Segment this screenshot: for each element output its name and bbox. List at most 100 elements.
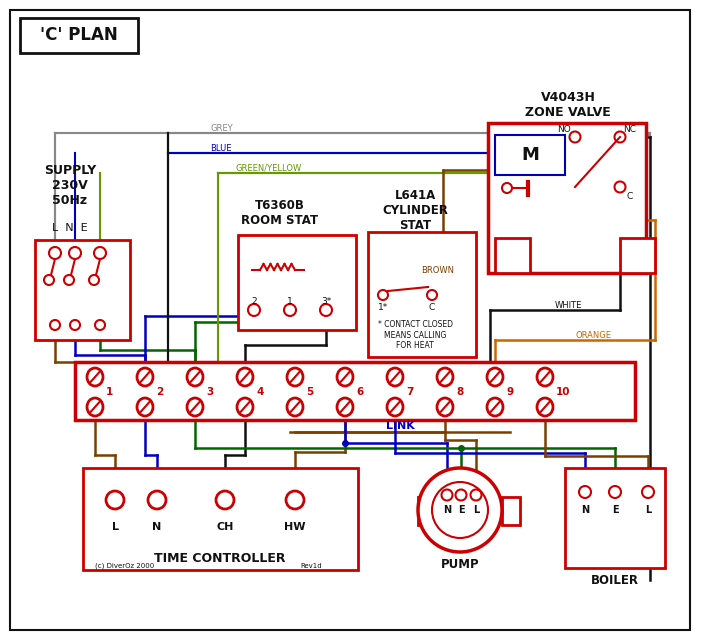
- Circle shape: [579, 486, 591, 498]
- Text: SUPPLY
230V
50Hz: SUPPLY 230V 50Hz: [44, 163, 96, 206]
- Circle shape: [284, 304, 296, 316]
- Circle shape: [432, 482, 488, 538]
- Bar: [565, 468, 665, 568]
- Text: BLUE: BLUE: [210, 144, 232, 153]
- Circle shape: [95, 320, 105, 330]
- Ellipse shape: [537, 368, 553, 386]
- Circle shape: [94, 247, 106, 259]
- Text: N: N: [152, 522, 161, 532]
- Ellipse shape: [137, 368, 153, 386]
- Ellipse shape: [237, 398, 253, 416]
- Text: 5: 5: [306, 387, 313, 397]
- Bar: [502, 497, 520, 525]
- Bar: [620, 238, 655, 273]
- Ellipse shape: [537, 398, 553, 416]
- Circle shape: [442, 490, 453, 501]
- Circle shape: [89, 275, 99, 285]
- Bar: [495, 238, 530, 273]
- Text: GREY: GREY: [210, 124, 232, 133]
- Circle shape: [320, 304, 332, 316]
- Text: WHITE: WHITE: [555, 301, 583, 310]
- Text: Rev1d: Rev1d: [300, 563, 322, 569]
- Ellipse shape: [337, 398, 353, 416]
- Text: 9: 9: [506, 387, 513, 397]
- Ellipse shape: [137, 398, 153, 416]
- Text: LINK: LINK: [385, 421, 414, 431]
- Circle shape: [418, 468, 502, 552]
- Text: L: L: [112, 522, 119, 532]
- Circle shape: [106, 491, 124, 509]
- Text: V4043H
ZONE VALVE: V4043H ZONE VALVE: [525, 91, 611, 119]
- Text: L  N  E: L N E: [52, 223, 88, 233]
- Circle shape: [569, 131, 581, 142]
- Ellipse shape: [87, 398, 103, 416]
- Text: 1: 1: [287, 297, 293, 306]
- Text: L: L: [645, 505, 651, 515]
- Text: C: C: [627, 192, 633, 201]
- Text: 8: 8: [456, 387, 463, 397]
- Ellipse shape: [437, 368, 453, 386]
- Text: E: E: [611, 505, 618, 515]
- Text: T6360B
ROOM STAT: T6360B ROOM STAT: [241, 199, 319, 227]
- Text: ORANGE: ORANGE: [575, 331, 611, 340]
- Text: C: C: [429, 303, 435, 312]
- Bar: [20, 18, 138, 53]
- Text: NC: NC: [623, 124, 637, 133]
- Ellipse shape: [487, 398, 503, 416]
- Bar: [495, 135, 565, 175]
- Circle shape: [148, 491, 166, 509]
- Bar: [418, 497, 436, 525]
- Text: 2: 2: [156, 387, 164, 397]
- Ellipse shape: [237, 368, 253, 386]
- Bar: [35, 240, 130, 340]
- Text: NO: NO: [557, 124, 571, 133]
- Text: 6: 6: [356, 387, 363, 397]
- Ellipse shape: [187, 398, 203, 416]
- Ellipse shape: [187, 368, 203, 386]
- Text: 3*: 3*: [321, 297, 331, 306]
- Text: 1: 1: [106, 387, 113, 397]
- Circle shape: [614, 181, 625, 192]
- Text: 3: 3: [206, 387, 213, 397]
- Circle shape: [69, 247, 81, 259]
- Circle shape: [470, 490, 482, 501]
- Text: N: N: [581, 505, 589, 515]
- Circle shape: [44, 275, 54, 285]
- Ellipse shape: [87, 368, 103, 386]
- Ellipse shape: [337, 368, 353, 386]
- Text: TIME CONTROLLER: TIME CONTROLLER: [154, 551, 286, 565]
- Bar: [75, 362, 635, 420]
- Circle shape: [427, 290, 437, 300]
- Circle shape: [70, 320, 80, 330]
- Circle shape: [642, 486, 654, 498]
- Text: (c) DiverOz 2000: (c) DiverOz 2000: [95, 563, 154, 569]
- Ellipse shape: [487, 368, 503, 386]
- Circle shape: [378, 290, 388, 300]
- Text: M: M: [521, 146, 539, 164]
- Ellipse shape: [387, 368, 403, 386]
- Text: CH: CH: [216, 522, 234, 532]
- Text: 2: 2: [251, 297, 257, 306]
- Text: PUMP: PUMP: [441, 558, 479, 572]
- Text: L: L: [473, 505, 479, 515]
- Circle shape: [216, 491, 234, 509]
- Circle shape: [50, 320, 60, 330]
- Bar: [488, 123, 646, 273]
- Text: 7: 7: [406, 387, 413, 397]
- Text: BOILER: BOILER: [591, 574, 639, 587]
- Ellipse shape: [387, 398, 403, 416]
- Text: BROWN: BROWN: [421, 265, 454, 274]
- Ellipse shape: [287, 368, 303, 386]
- Text: E: E: [458, 505, 464, 515]
- Text: 10: 10: [556, 387, 571, 397]
- Text: N: N: [443, 505, 451, 515]
- Ellipse shape: [287, 398, 303, 416]
- Circle shape: [614, 131, 625, 142]
- Circle shape: [64, 275, 74, 285]
- Circle shape: [609, 486, 621, 498]
- Text: 'C' PLAN: 'C' PLAN: [40, 26, 118, 44]
- Text: * CONTACT CLOSED
MEANS CALLING
FOR HEAT: * CONTACT CLOSED MEANS CALLING FOR HEAT: [378, 320, 453, 350]
- Text: L641A
CYLINDER
STAT: L641A CYLINDER STAT: [382, 188, 448, 231]
- Text: 1*: 1*: [378, 303, 388, 312]
- Text: HW: HW: [284, 522, 306, 532]
